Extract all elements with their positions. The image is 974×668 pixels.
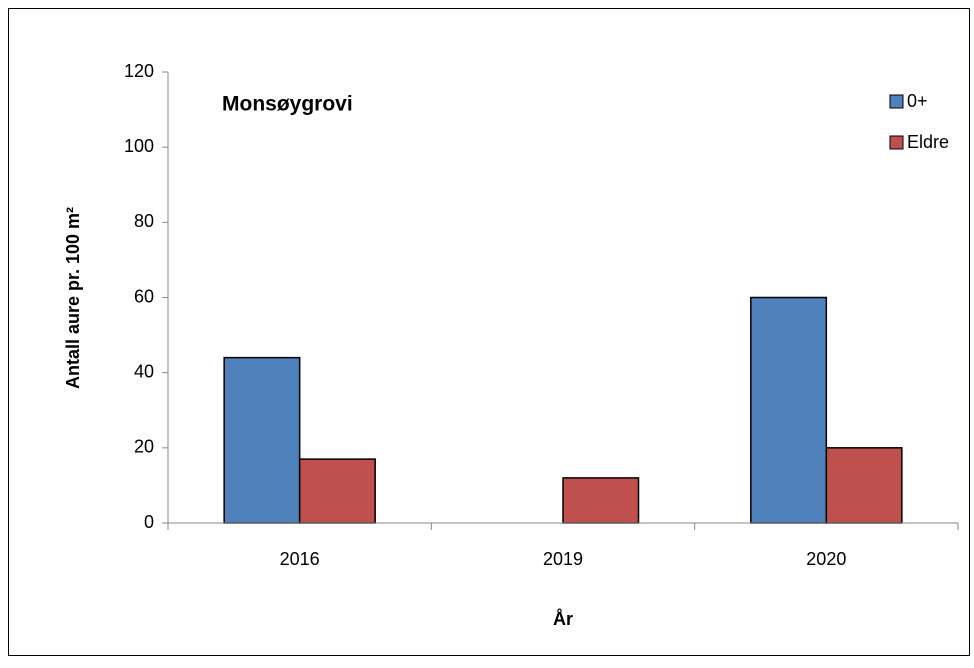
y-tick-label: 80 <box>134 211 154 231</box>
y-tick-label: 0 <box>144 512 154 532</box>
bar <box>223 356 301 524</box>
y-tick-label: 40 <box>134 361 154 381</box>
x-tick-label: 2016 <box>280 549 320 569</box>
y-tick-label: 60 <box>134 286 154 306</box>
bar <box>298 458 376 524</box>
legend-swatch <box>889 135 904 150</box>
y-tick-label: 100 <box>124 136 154 156</box>
bar <box>825 447 903 524</box>
x-tick-label: 2019 <box>543 549 583 569</box>
chart-title: Monsøygrovi <box>222 93 353 116</box>
x-axis-label: År <box>553 609 573 629</box>
y-axis-label: Antall aure pr. 100 m² <box>63 207 83 389</box>
legend-label: Eldre <box>907 132 949 152</box>
y-tick-label: 120 <box>124 61 154 81</box>
y-tick-label: 20 <box>134 437 154 457</box>
x-tick-label: 2020 <box>806 549 846 569</box>
legend-label: 0+ <box>907 91 928 111</box>
legend-swatch <box>889 94 904 109</box>
bar <box>750 296 828 524</box>
bar <box>562 477 640 524</box>
